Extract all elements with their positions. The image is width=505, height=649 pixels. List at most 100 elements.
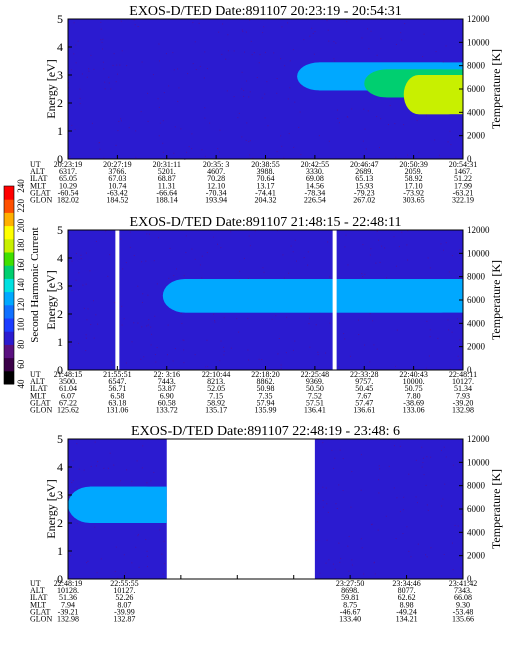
noise-pixel bbox=[377, 529, 379, 531]
y2-tick-label: 2000 bbox=[467, 342, 486, 352]
noise-pixel bbox=[374, 561, 376, 563]
y2-tick-label: 8000 bbox=[467, 61, 486, 71]
noise-pixel bbox=[206, 68, 208, 70]
orbit-cell: 9757. bbox=[355, 377, 373, 386]
noise-pixel bbox=[221, 53, 223, 55]
noise-pixel bbox=[282, 254, 284, 256]
noise-pixel bbox=[230, 231, 232, 233]
row-label: GLON bbox=[30, 196, 52, 205]
noise-pixel bbox=[101, 41, 103, 43]
noise-pixel bbox=[236, 318, 238, 320]
noise-pixel bbox=[109, 254, 111, 256]
noise-pixel bbox=[438, 154, 440, 156]
noise-pixel bbox=[443, 553, 445, 555]
colorbar-swatch bbox=[4, 225, 14, 240]
noise-pixel bbox=[378, 465, 380, 467]
noise-pixel bbox=[133, 19, 135, 21]
noise-pixel bbox=[252, 157, 254, 159]
noise-pixel bbox=[327, 29, 329, 31]
noise-pixel bbox=[86, 319, 88, 321]
row-label: UT bbox=[30, 579, 41, 588]
orbit-cell: 22:10:44 bbox=[202, 370, 230, 379]
orbit-cell: 17.10 bbox=[405, 181, 423, 190]
noise-pixel bbox=[174, 348, 176, 350]
noise-pixel bbox=[429, 336, 431, 338]
noise-pixel bbox=[126, 469, 128, 471]
noise-pixel bbox=[145, 260, 147, 262]
noise-pixel bbox=[363, 573, 365, 575]
noise-pixel bbox=[460, 567, 462, 569]
colorbar-swatch bbox=[4, 331, 14, 345]
noise-pixel bbox=[88, 68, 90, 70]
noise-pixel bbox=[276, 92, 278, 94]
noise-pixel bbox=[87, 560, 89, 562]
noise-pixel bbox=[203, 77, 205, 79]
noise-pixel bbox=[311, 27, 313, 29]
noise-pixel bbox=[75, 253, 77, 255]
noise-pixel bbox=[153, 471, 155, 473]
noise-pixel bbox=[336, 507, 338, 509]
noise-pixel bbox=[79, 103, 81, 105]
noise-pixel bbox=[445, 242, 447, 244]
noise-pixel bbox=[220, 247, 222, 249]
noise-pixel bbox=[73, 22, 75, 24]
noise-pixel bbox=[380, 118, 382, 120]
noise-pixel bbox=[151, 333, 153, 335]
orbit-cell: 6.90 bbox=[160, 391, 174, 400]
orbit-cell: -49.24 bbox=[396, 607, 417, 616]
orbit-cell: 50.45 bbox=[355, 384, 373, 393]
noise-pixel bbox=[425, 367, 427, 369]
noise-pixel bbox=[299, 111, 301, 113]
noise-pixel bbox=[441, 505, 443, 507]
noise-pixel bbox=[261, 97, 263, 99]
noise-pixel bbox=[173, 69, 175, 71]
orbit-cell: 267.02 bbox=[353, 196, 375, 205]
noise-pixel bbox=[338, 484, 340, 486]
orbit-cell: 8.07 bbox=[117, 600, 131, 609]
noise-pixel bbox=[309, 346, 311, 348]
noise-pixel bbox=[322, 500, 324, 502]
noise-pixel bbox=[213, 313, 215, 315]
colorbar-swatch bbox=[4, 278, 14, 293]
noise-pixel bbox=[285, 352, 287, 354]
orbit-cell: 125.62 bbox=[57, 406, 79, 415]
noise-pixel bbox=[333, 41, 335, 43]
noise-pixel bbox=[345, 234, 347, 236]
noise-pixel bbox=[69, 155, 71, 157]
noise-pixel bbox=[415, 496, 417, 498]
noise-pixel bbox=[134, 19, 136, 21]
noise-pixel bbox=[183, 275, 185, 277]
y-tick-label: 5 bbox=[57, 432, 63, 446]
noise-pixel bbox=[73, 53, 75, 55]
noise-pixel bbox=[347, 264, 349, 266]
noise-pixel bbox=[137, 285, 139, 287]
noise-pixel bbox=[152, 74, 154, 76]
orbit-cell: 17.99 bbox=[454, 181, 472, 190]
noise-pixel bbox=[131, 341, 133, 343]
row-label: GLON bbox=[30, 615, 52, 624]
noise-pixel bbox=[361, 273, 363, 275]
noise-pixel bbox=[102, 48, 104, 50]
colorbar-frame bbox=[3, 185, 15, 385]
noise-pixel bbox=[275, 315, 277, 317]
noise-pixel bbox=[195, 69, 197, 71]
noise-pixel bbox=[181, 322, 183, 324]
orbit-cell: -39.20 bbox=[453, 398, 474, 407]
noise-pixel bbox=[342, 490, 344, 492]
noise-pixel bbox=[360, 489, 362, 491]
noise-pixel bbox=[168, 277, 170, 279]
noise-pixel bbox=[429, 267, 431, 269]
noise-pixel bbox=[191, 148, 193, 150]
noise-pixel bbox=[421, 466, 423, 468]
noise-pixel bbox=[384, 247, 386, 249]
noise-pixel bbox=[76, 523, 78, 525]
orbit-cell: 10.74 bbox=[108, 181, 126, 190]
noise-pixel bbox=[264, 93, 266, 95]
orbit-cell: 10127. bbox=[452, 377, 474, 386]
orbit-cell: 2059. bbox=[405, 167, 423, 176]
noise-pixel bbox=[315, 324, 317, 326]
noise-pixel bbox=[442, 498, 444, 500]
noise-pixel bbox=[399, 445, 401, 447]
noise-pixel bbox=[367, 28, 369, 30]
noise-pixel bbox=[147, 92, 149, 94]
